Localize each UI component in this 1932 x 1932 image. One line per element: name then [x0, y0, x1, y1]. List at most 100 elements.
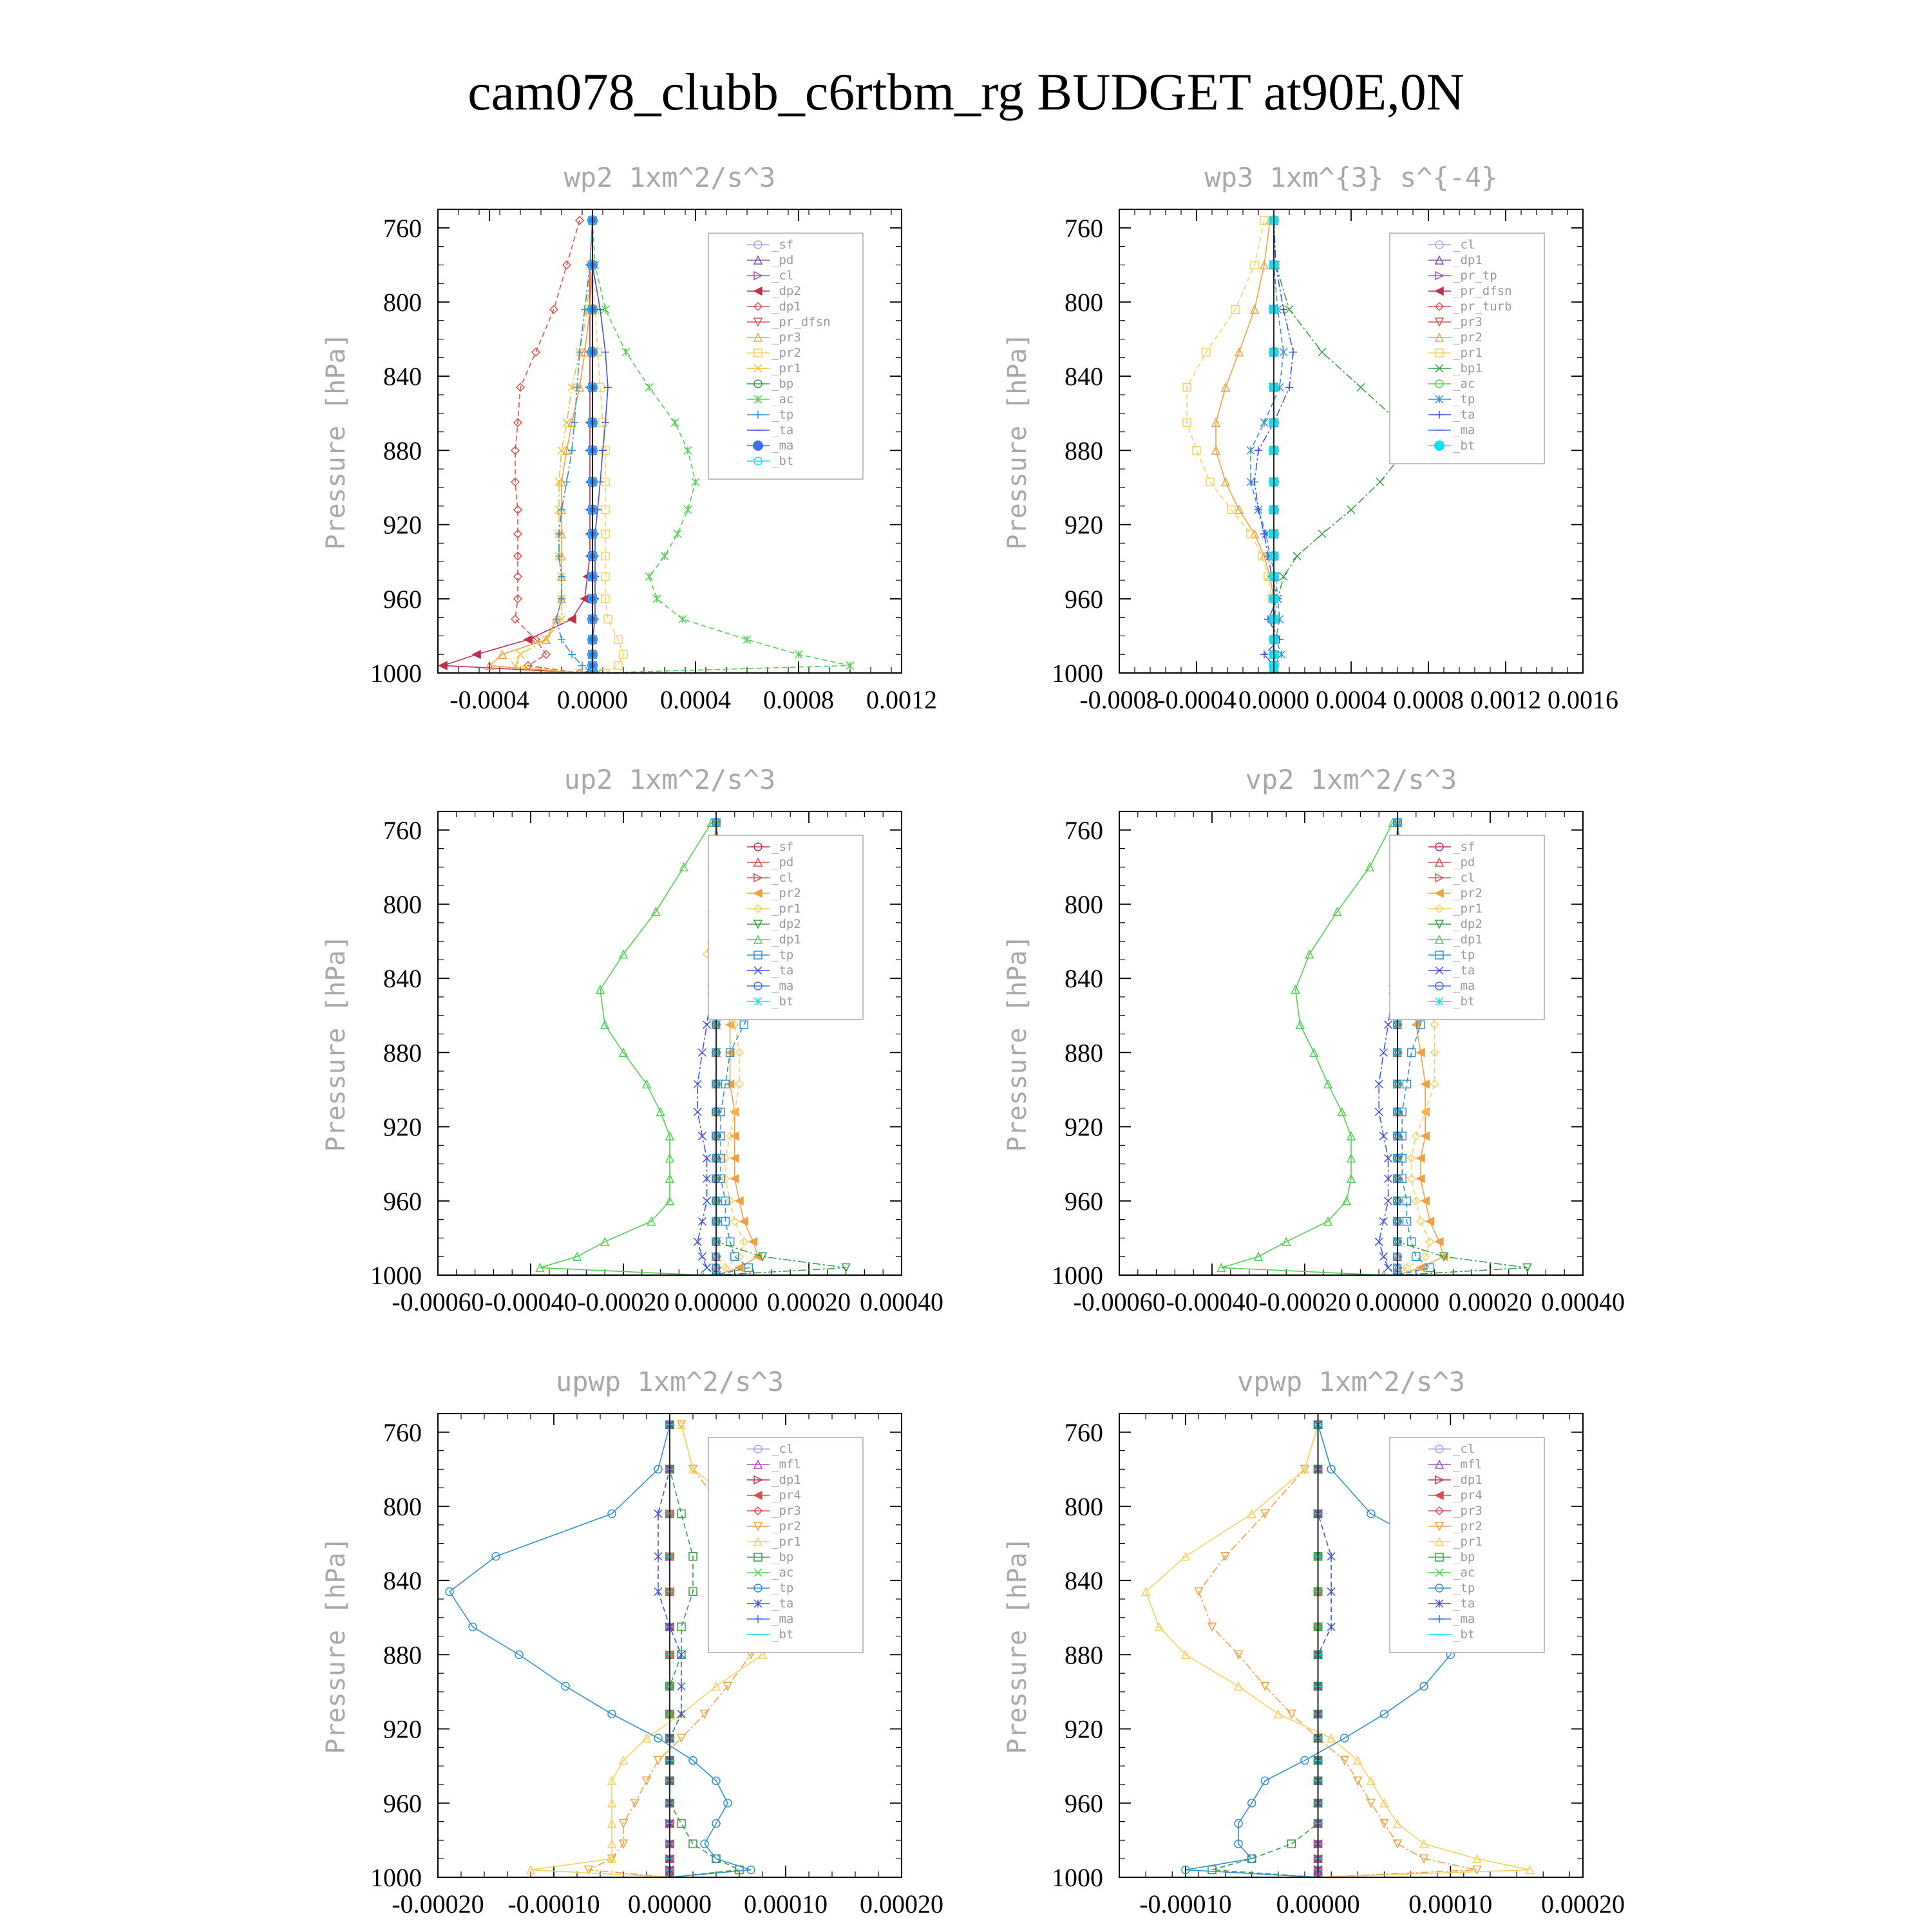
panel-wp2: wp2 1xm^2/s^3 Pressure [hPa] 760 800 840 880 9…	[321, 162, 937, 714]
data-point	[693, 1079, 702, 1088]
data-point	[1430, 1048, 1439, 1057]
legend-entry: _pr3	[1453, 1504, 1482, 1518]
y-tick-label: 960	[383, 1789, 422, 1818]
legend-entry: _pd	[1453, 855, 1475, 869]
data-point	[1260, 530, 1268, 538]
y-axis-label: Pressure [hPa]	[1003, 332, 1032, 549]
legend: _sf_pd _cl_pr2 _pr1_dp2 _dp1_tp_ta_ma_bt	[1389, 835, 1545, 1020]
legend-marker	[753, 997, 762, 1006]
legend-entry: _pr4	[1453, 1488, 1482, 1502]
data-point	[1207, 1622, 1217, 1632]
y-tick-label: 880	[383, 1038, 422, 1067]
data-point	[660, 552, 669, 561]
legend-entry: _cl	[1453, 1442, 1475, 1456]
data-point	[703, 1263, 712, 1273]
data-point	[1402, 1263, 1412, 1273]
y-tick-label: 920	[383, 511, 422, 540]
data-point	[1251, 478, 1258, 486]
legend-entry: _tp	[772, 408, 793, 422]
y-tick-label: 840	[1065, 1566, 1103, 1595]
legend-entry: _ma	[1453, 979, 1475, 993]
data-point	[734, 1252, 744, 1262]
y-tick-label: 840	[1065, 964, 1103, 993]
panel-vpwp: vpwp 1xm^2/s^3 Pressure [hPa] 760 800 840 880…	[1003, 1366, 1625, 1918]
legend-marker	[1434, 904, 1444, 914]
y-tick-label: 840	[383, 1566, 422, 1595]
panel-title: upwp 1xm^2/s^3	[556, 1366, 784, 1397]
data-point	[1420, 1196, 1430, 1206]
data-point	[1397, 1107, 1406, 1117]
y-tick-label: 760	[1065, 816, 1103, 845]
y-tick-label: 1000	[370, 1261, 422, 1290]
data-point	[700, 1839, 709, 1848]
x-tick-label: -0.00020	[392, 1889, 484, 1918]
legend-marker	[753, 1522, 763, 1531]
data-point	[1287, 1839, 1296, 1848]
data-point	[1416, 1263, 1425, 1273]
x-tick-label: 0.00010	[1408, 1889, 1492, 1918]
data-point	[1180, 1649, 1191, 1660]
data-point	[677, 1681, 686, 1690]
data-point	[1211, 445, 1221, 455]
data-point	[1285, 305, 1294, 314]
legend-entry: _pr2	[772, 346, 801, 360]
y-tick-label: 880	[1065, 436, 1103, 465]
legend-box	[708, 232, 864, 480]
y-tick-label: 960	[1065, 1789, 1103, 1818]
data-point	[716, 1174, 725, 1183]
y-tick-label: 800	[1065, 890, 1103, 919]
data-point	[730, 1217, 739, 1226]
legend-marker	[1435, 1599, 1444, 1608]
data-point	[699, 1709, 710, 1719]
data-point	[654, 1464, 663, 1474]
data-point	[595, 984, 605, 994]
y-axis-label: Pressure [hPa]	[1003, 934, 1032, 1151]
legend-entry: _ac	[772, 1566, 793, 1580]
data-point	[841, 1263, 851, 1273]
data-point	[1379, 1048, 1388, 1057]
data-point	[601, 572, 610, 581]
legend-marker	[1435, 951, 1444, 960]
data-point	[716, 1107, 725, 1117]
data-point	[614, 635, 623, 644]
series-line-dp1	[515, 220, 580, 673]
data-point	[1425, 1217, 1435, 1226]
data-point	[618, 1819, 629, 1829]
legend-entry: _pr2	[1453, 330, 1482, 345]
data-point	[1425, 1263, 1435, 1273]
legend-entry: _pr2	[772, 1519, 801, 1533]
legend-marker	[1434, 1459, 1444, 1469]
data-point	[1247, 1799, 1256, 1808]
legend-marker	[753, 440, 763, 451]
data-point	[1332, 906, 1342, 916]
data-point	[549, 305, 559, 314]
legend-entry: _dp1	[1453, 1473, 1482, 1487]
data-point	[1220, 1552, 1230, 1562]
data-point	[1217, 1262, 1226, 1273]
data-point	[484, 660, 495, 670]
y-tick-label: 920	[1065, 511, 1103, 540]
data-point	[1356, 383, 1365, 392]
data-point	[1194, 1587, 1204, 1597]
data-point	[513, 594, 523, 603]
data-point	[1327, 1587, 1336, 1596]
y-tick-label: 960	[383, 585, 422, 614]
x-tick-label: 0.00000	[1276, 1889, 1360, 1918]
legend-entry: _pr1	[772, 1535, 801, 1549]
data-point	[567, 614, 576, 624]
data-point	[1247, 1508, 1256, 1519]
data-point	[678, 614, 687, 624]
x-tick-label: 0.00020	[1541, 1889, 1625, 1918]
series-line-dp1	[540, 822, 712, 1275]
data-point	[601, 668, 610, 673]
data-point	[497, 649, 507, 659]
data-point	[1412, 1252, 1421, 1261]
data-point	[1365, 862, 1375, 872]
data-point	[618, 1839, 629, 1849]
legend-marker	[753, 1537, 763, 1546]
data-point	[846, 661, 855, 670]
data-point	[670, 418, 679, 427]
legend-marker	[753, 270, 763, 281]
legend-marker	[1434, 857, 1444, 867]
data-point	[513, 572, 523, 582]
